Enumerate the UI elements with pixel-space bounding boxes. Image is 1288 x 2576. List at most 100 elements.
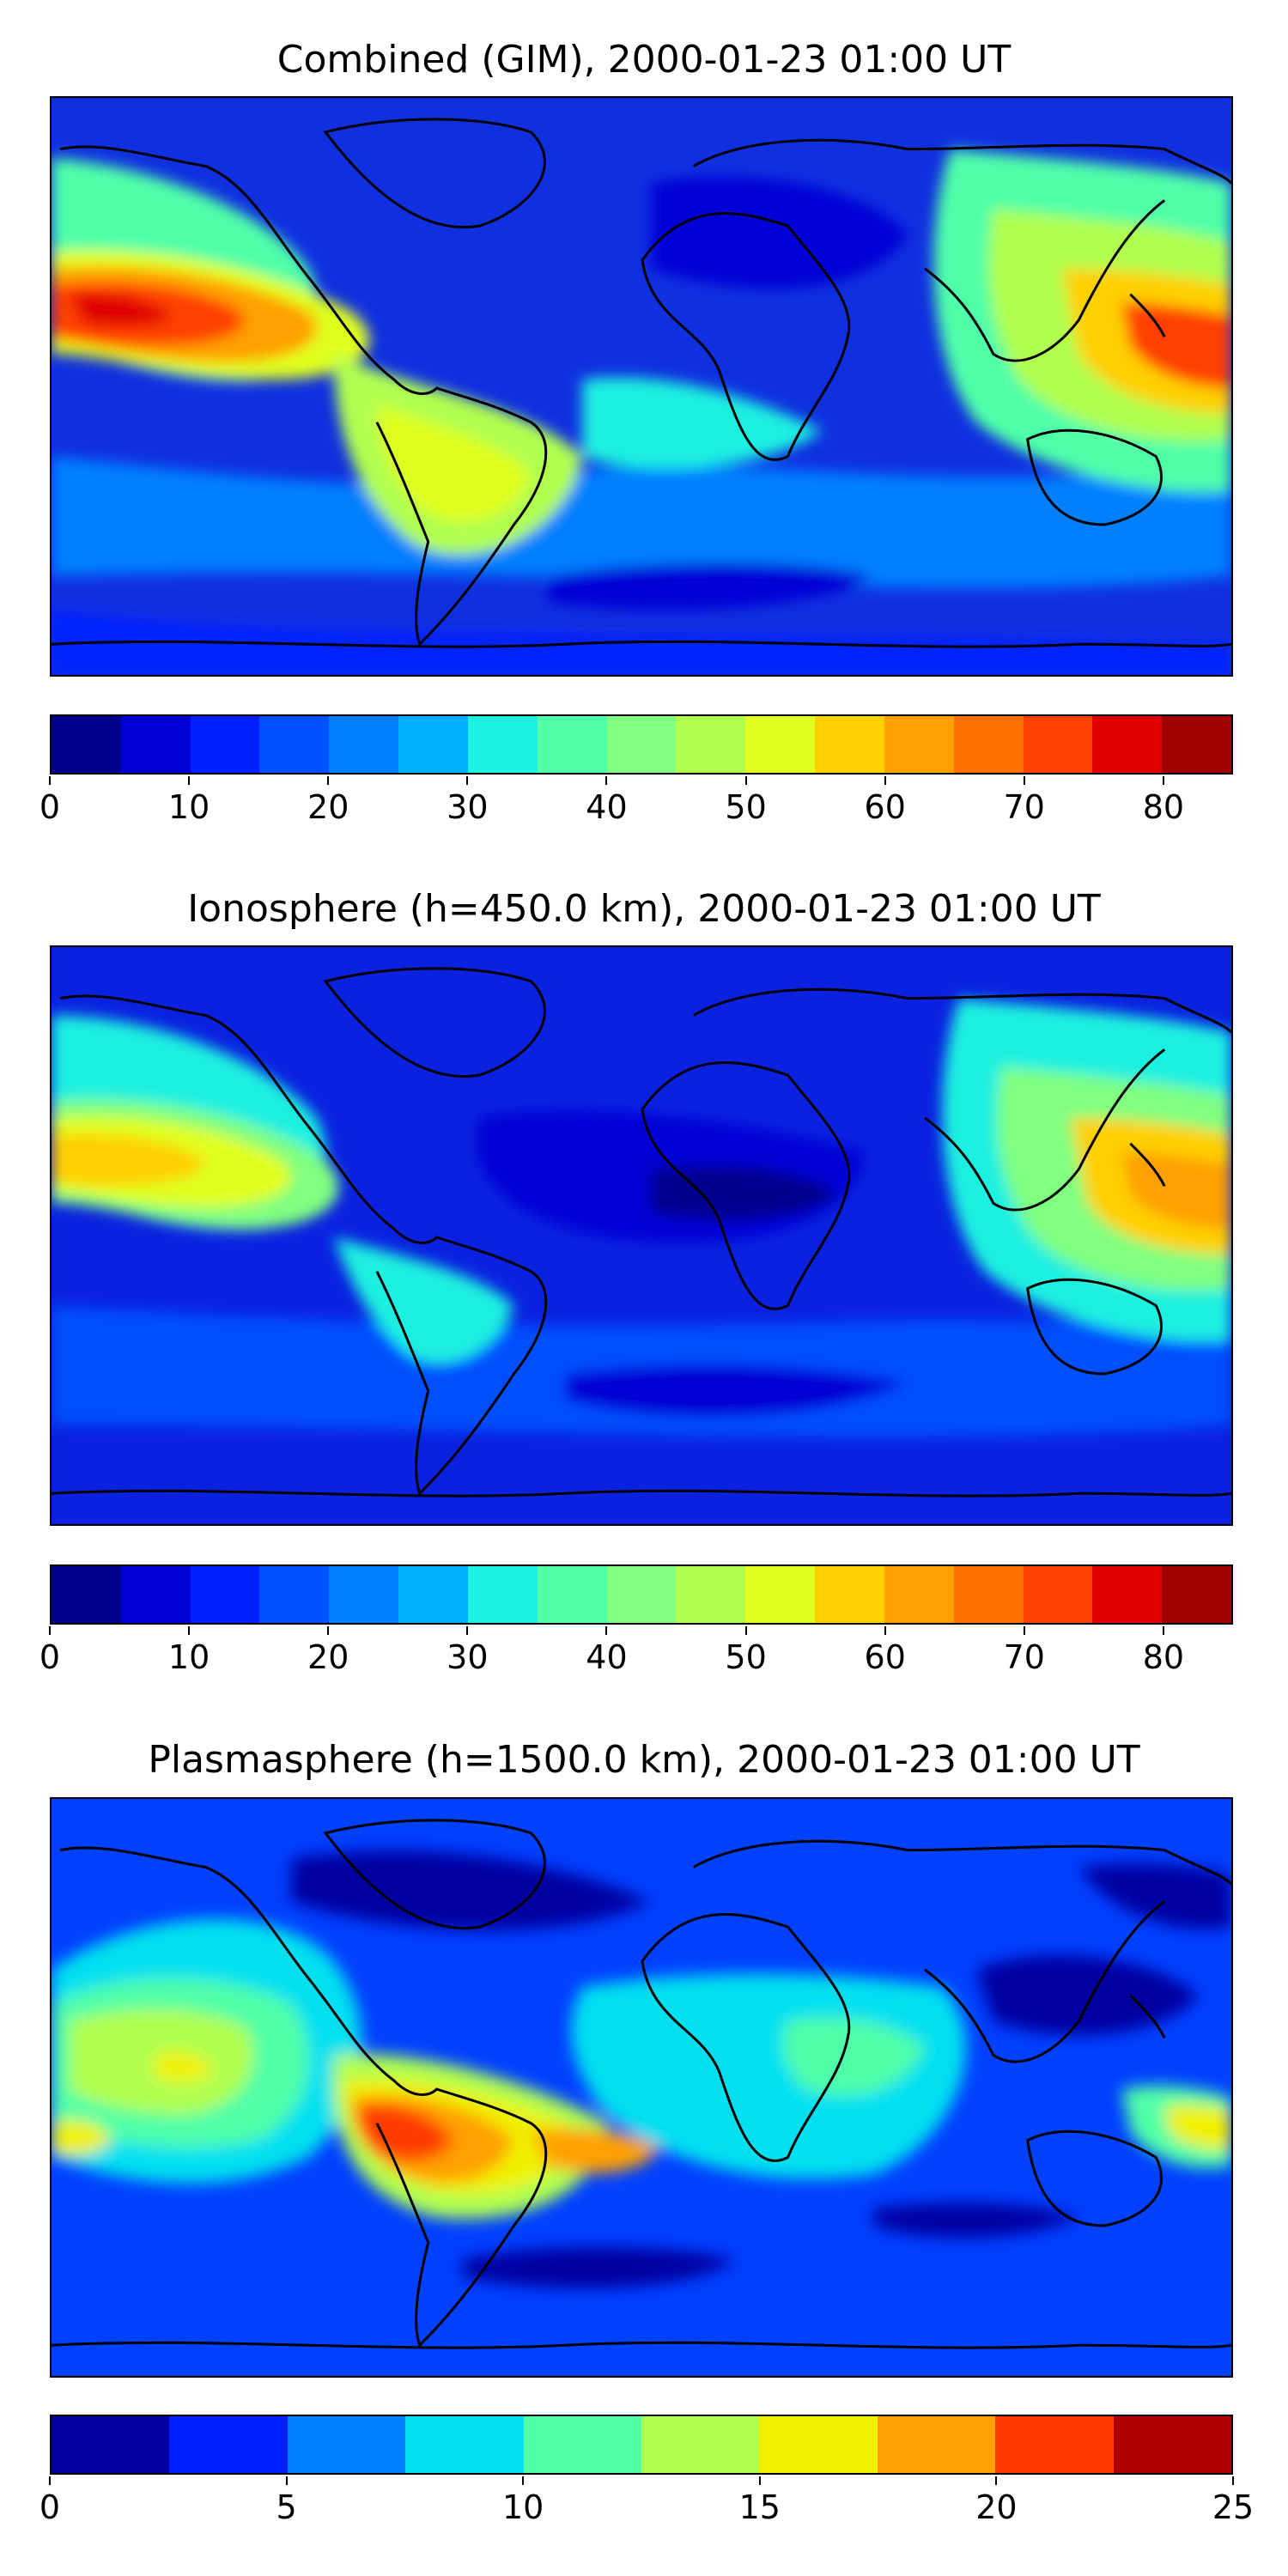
tick-label: 0 <box>39 788 61 826</box>
tick-mark <box>188 1626 191 1635</box>
panel-title: Plasmasphere (h=1500.0 km), 2000-01-23 0… <box>148 1738 1140 1782</box>
map-ionosphere <box>50 945 1233 1526</box>
colorbar-segment <box>676 716 746 773</box>
colorbar-segment <box>190 716 260 773</box>
tick-mark <box>327 1626 330 1635</box>
colorbar-segment <box>759 2416 878 2473</box>
colorbar-segment <box>467 1566 538 1623</box>
tick-mark <box>1162 776 1164 785</box>
tick-mark <box>49 1626 51 1635</box>
colorbar-segment <box>405 2416 524 2473</box>
colorbar-segment <box>120 716 191 773</box>
tick-mark <box>285 2476 288 2485</box>
colorbar-ionosphere <box>50 1564 1233 1625</box>
colorbar-segment <box>190 1566 260 1623</box>
colorbar-segment <box>1113 2416 1232 2473</box>
tick-mark <box>995 2476 998 2485</box>
tick-mark <box>605 1626 608 1635</box>
panel-title: Combined (GIM), 2000-01-23 01:00 UT <box>276 38 1012 82</box>
colorbar-ticks-combined: 0 10 20 30 40 50 60 70 80 <box>39 776 1233 828</box>
colorbar-segment <box>995 2416 1114 2473</box>
colorbar-segment <box>398 716 468 773</box>
tick-mark <box>466 1626 469 1635</box>
tick-label: 0 <box>39 2488 61 2526</box>
colorbar-segment <box>1023 1566 1093 1623</box>
contour-antarctic-low <box>548 562 874 611</box>
tick-mark <box>49 2476 51 2485</box>
contour-pacific-east-max <box>52 1133 206 1187</box>
panel-title: Ionosphere (h=450.0 km), 2000-01-23 01:0… <box>187 887 1101 931</box>
colorbar-segment <box>953 1566 1024 1623</box>
contour-south-america <box>334 1236 514 1364</box>
contour-southern-low <box>462 2246 737 2288</box>
colorbar-plasmasphere <box>50 2415 1233 2475</box>
coastlines <box>52 118 1231 648</box>
tick-label: 5 <box>276 2488 297 2526</box>
colorbar-segment <box>169 2416 288 2473</box>
tick-mark <box>1232 2476 1234 2485</box>
colorbar-segment <box>745 716 816 773</box>
tick-mark <box>605 776 608 785</box>
colorbar-segment <box>953 716 1024 773</box>
tick-mark <box>758 2476 761 2485</box>
colorbar-segment <box>259 716 330 773</box>
tick-label: 50 <box>725 788 767 826</box>
tick-label: 25 <box>1212 2488 1255 2526</box>
tick-label: 70 <box>1003 788 1045 826</box>
contour-south-america-max <box>358 2104 454 2161</box>
tick-label: 40 <box>586 1638 628 1676</box>
tec-contour-map <box>52 1819 1231 2349</box>
colorbar-segment <box>1162 716 1232 773</box>
tick-label: 80 <box>1142 788 1185 826</box>
tick-mark <box>744 1626 747 1635</box>
colorbar-combined <box>50 714 1233 775</box>
tick-mark <box>884 1626 886 1635</box>
tick-label: 70 <box>1003 1638 1045 1676</box>
tick-label: 10 <box>502 2488 544 2526</box>
tick-label: 60 <box>864 788 906 826</box>
colorbar-segment <box>884 1566 954 1623</box>
tick-label: 60 <box>864 1638 906 1676</box>
tec-contour-map <box>52 967 1231 1498</box>
colorbar-segment <box>467 716 538 773</box>
tick-label: 15 <box>738 2488 781 2526</box>
colorbar-segment <box>537 1566 607 1623</box>
colorbar-segment <box>120 1566 191 1623</box>
colorbar-ticks-ionosphere: 0 10 20 30 40 50 60 70 80 <box>39 1626 1233 1678</box>
contour-north-africa-low <box>650 176 908 289</box>
colorbar-segment <box>676 1566 746 1623</box>
tick-mark <box>1023 1626 1025 1635</box>
tick-mark <box>744 776 747 785</box>
tick-label: 80 <box>1142 1638 1185 1676</box>
colorbar-segment <box>884 716 954 773</box>
colorbar-segment <box>815 1566 884 1623</box>
tick-label: 10 <box>167 788 210 826</box>
tick-mark <box>49 776 51 785</box>
colorbar-segment <box>259 1566 330 1623</box>
tick-label: 40 <box>586 788 628 826</box>
colorbar-segment <box>329 716 399 773</box>
colorbar-segment <box>815 716 884 773</box>
tec-contour-map <box>52 118 1231 675</box>
coastlines <box>52 1819 1231 2349</box>
colorbar-segment <box>606 1566 677 1623</box>
contour-pacific-west-max <box>1121 1151 1231 1230</box>
colorbar-segment <box>537 716 607 773</box>
tick-mark <box>884 776 886 785</box>
tick-mark <box>522 2476 525 2485</box>
map-plasmasphere <box>50 1797 1233 2378</box>
tick-mark <box>188 776 191 785</box>
colorbar-segment <box>745 1566 816 1623</box>
colorbar-segment <box>52 716 121 773</box>
contour-southern-belt <box>52 456 1231 588</box>
colorbar-segment <box>329 1566 399 1623</box>
colorbar-segment <box>606 716 677 773</box>
colorbar-segment <box>1092 1566 1163 1623</box>
contour-asia-low <box>975 1955 1200 2036</box>
colorbar-segment <box>398 1566 468 1623</box>
tick-label: 0 <box>39 1638 61 1676</box>
tick-label: 20 <box>307 788 349 826</box>
tick-label: 10 <box>167 1638 210 1676</box>
tick-mark <box>1023 776 1025 785</box>
coastlines <box>52 967 1231 1498</box>
